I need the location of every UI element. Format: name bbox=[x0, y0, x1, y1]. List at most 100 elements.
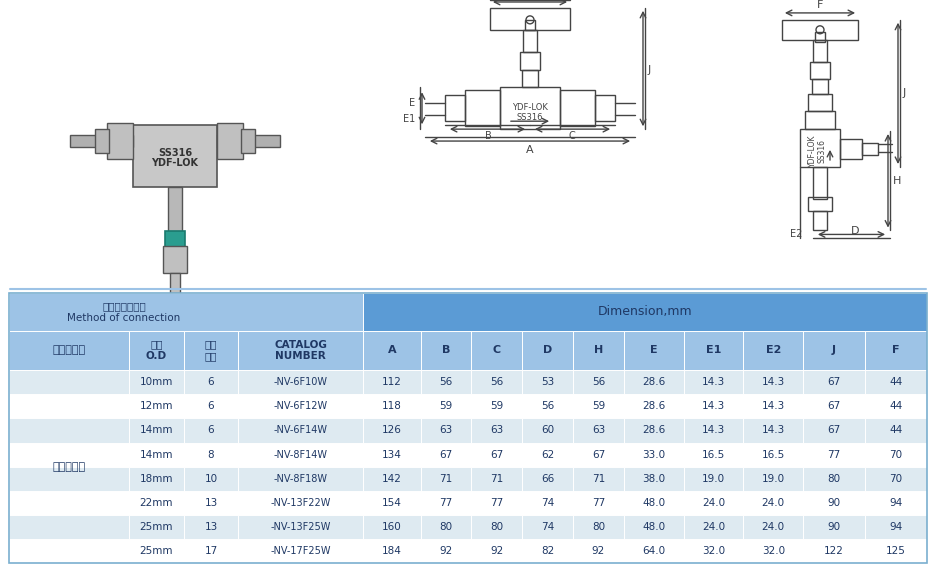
Bar bbox=[808, 197, 832, 211]
Text: 流量
通径: 流量 通径 bbox=[205, 340, 217, 361]
Bar bbox=[800, 129, 840, 167]
Text: 63: 63 bbox=[440, 426, 453, 435]
Bar bbox=[183, 467, 239, 491]
Text: 25mm: 25mm bbox=[139, 522, 173, 532]
Text: 92: 92 bbox=[490, 546, 504, 556]
Bar bbox=[420, 331, 472, 370]
Text: 74: 74 bbox=[541, 498, 554, 508]
Bar bbox=[840, 139, 862, 159]
Bar bbox=[683, 467, 743, 491]
Bar bbox=[129, 370, 183, 394]
Bar bbox=[522, 443, 573, 467]
Bar bbox=[865, 443, 927, 467]
Text: C: C bbox=[493, 345, 501, 356]
Text: 16.5: 16.5 bbox=[702, 450, 725, 460]
Bar bbox=[624, 370, 683, 394]
Text: 进口和入口: 进口和入口 bbox=[52, 345, 86, 356]
Text: SS316: SS316 bbox=[158, 148, 192, 158]
Text: 8: 8 bbox=[208, 450, 214, 460]
Bar bbox=[140, 294, 210, 316]
Text: 94: 94 bbox=[889, 522, 902, 532]
Bar bbox=[573, 467, 624, 491]
Bar bbox=[573, 394, 624, 418]
Text: 尺寸
O.D: 尺寸 O.D bbox=[146, 340, 167, 361]
Bar bbox=[683, 331, 743, 370]
Text: 67: 67 bbox=[440, 450, 453, 460]
Text: 14.3: 14.3 bbox=[762, 377, 785, 387]
Text: 59: 59 bbox=[440, 401, 453, 411]
Bar bbox=[183, 539, 239, 563]
Bar bbox=[815, 32, 825, 42]
Text: C: C bbox=[569, 131, 576, 141]
Bar bbox=[743, 394, 803, 418]
Bar bbox=[522, 515, 573, 539]
Text: 125: 125 bbox=[885, 546, 906, 556]
Bar bbox=[782, 20, 858, 40]
Text: 14.3: 14.3 bbox=[702, 401, 725, 411]
Bar bbox=[522, 491, 573, 515]
Text: CATALOG
NUMBER: CATALOG NUMBER bbox=[274, 340, 327, 361]
Bar bbox=[522, 418, 573, 443]
Text: 71: 71 bbox=[440, 474, 453, 484]
Bar bbox=[865, 370, 927, 394]
Text: -NV-13F25W: -NV-13F25W bbox=[271, 522, 330, 532]
Bar bbox=[129, 539, 183, 563]
Bar bbox=[420, 467, 472, 491]
Bar bbox=[9, 331, 129, 370]
Bar bbox=[683, 370, 743, 394]
Bar bbox=[472, 418, 522, 443]
Bar bbox=[624, 394, 683, 418]
Text: 59: 59 bbox=[592, 401, 605, 411]
Bar bbox=[743, 370, 803, 394]
Text: B: B bbox=[485, 131, 491, 141]
Text: 92: 92 bbox=[592, 546, 605, 556]
Text: 56: 56 bbox=[440, 377, 453, 387]
Bar bbox=[420, 443, 472, 467]
Bar bbox=[472, 331, 522, 370]
Bar bbox=[9, 293, 363, 331]
Bar bbox=[865, 331, 927, 370]
Text: -NV-6F12W: -NV-6F12W bbox=[273, 401, 328, 411]
Text: 24.0: 24.0 bbox=[762, 522, 784, 532]
Text: B: B bbox=[442, 345, 450, 356]
Bar bbox=[522, 370, 573, 394]
Text: D: D bbox=[543, 345, 552, 356]
Bar bbox=[803, 418, 865, 443]
Bar bbox=[217, 123, 243, 159]
Text: 56: 56 bbox=[490, 377, 504, 387]
Text: 32.0: 32.0 bbox=[762, 546, 784, 556]
Text: 112: 112 bbox=[382, 377, 402, 387]
Bar bbox=[522, 394, 573, 418]
Bar bbox=[865, 515, 927, 539]
Text: 48.0: 48.0 bbox=[642, 498, 665, 508]
Text: 90: 90 bbox=[827, 498, 841, 508]
Text: 19.0: 19.0 bbox=[702, 474, 725, 484]
Bar bbox=[183, 331, 239, 370]
Text: 53: 53 bbox=[541, 377, 554, 387]
Bar bbox=[239, 515, 363, 539]
Bar bbox=[803, 515, 865, 539]
Bar bbox=[129, 331, 183, 370]
Text: 70: 70 bbox=[889, 474, 902, 484]
Text: 67: 67 bbox=[490, 450, 504, 460]
Text: 67: 67 bbox=[827, 377, 841, 387]
Bar bbox=[624, 491, 683, 515]
Bar bbox=[862, 143, 878, 155]
Bar bbox=[183, 443, 239, 467]
Text: 对焊转对焊: 对焊转对焊 bbox=[52, 461, 86, 472]
Bar bbox=[573, 539, 624, 563]
Text: -NV-17F25W: -NV-17F25W bbox=[271, 546, 331, 556]
Text: -NV-13F22W: -NV-13F22W bbox=[271, 498, 330, 508]
Bar bbox=[490, 8, 570, 30]
Bar bbox=[363, 539, 420, 563]
Bar bbox=[239, 467, 363, 491]
Text: 118: 118 bbox=[382, 401, 402, 411]
Text: 160: 160 bbox=[382, 522, 402, 532]
Bar bbox=[865, 467, 927, 491]
Text: 28.6: 28.6 bbox=[642, 401, 665, 411]
Bar bbox=[241, 129, 255, 153]
Text: 6: 6 bbox=[208, 426, 214, 435]
Text: 82: 82 bbox=[541, 546, 554, 556]
Text: 71: 71 bbox=[490, 474, 504, 484]
Bar bbox=[129, 394, 183, 418]
